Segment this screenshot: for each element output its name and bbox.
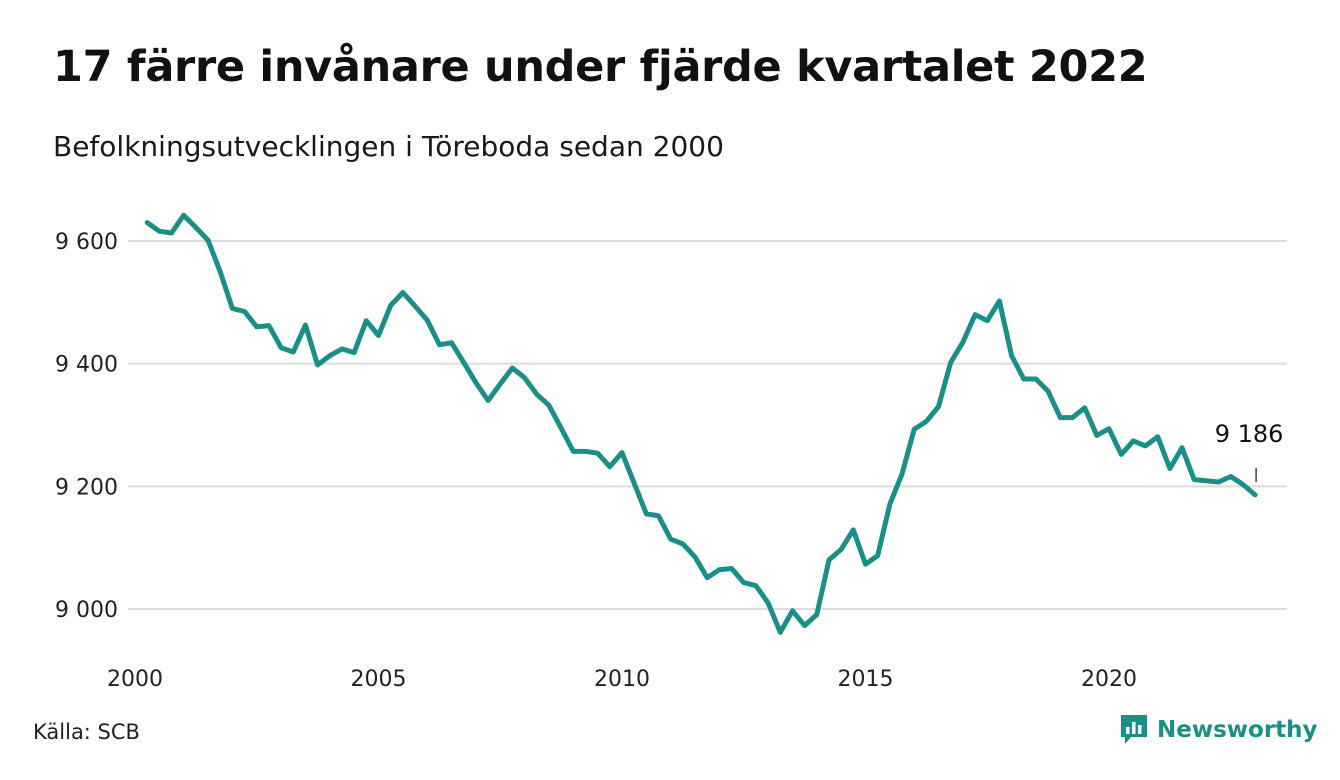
data-series bbox=[144, 212, 1258, 635]
y-tick-label: 9 000 bbox=[55, 598, 118, 623]
chart-subtitle: Befolkningsutvecklingen i Töreboda sedan… bbox=[53, 130, 724, 163]
x-tick-label: 2015 bbox=[838, 667, 894, 692]
y-tick-label: 9 400 bbox=[55, 353, 118, 378]
annotations: 9 186 bbox=[1215, 420, 1284, 482]
newsworthy-logo-icon bbox=[1121, 715, 1147, 744]
x-tick-label: 2020 bbox=[1081, 667, 1137, 692]
brand-name: Newsworthy bbox=[1157, 717, 1318, 743]
x-tick-label: 2000 bbox=[107, 667, 163, 692]
y-tick-label: 9 200 bbox=[55, 475, 118, 500]
brand-logo[interactable]: Newsworthy bbox=[1119, 713, 1318, 747]
y-tick-label: 9 600 bbox=[55, 230, 118, 255]
x-tick-label: 2005 bbox=[351, 667, 407, 692]
annotation-label: 9 186 bbox=[1215, 420, 1284, 448]
chart-title: 17 färre invånare under fjärde kvartalet… bbox=[53, 42, 1148, 92]
source-note: Källa: SCB bbox=[33, 720, 140, 744]
x-axis-ticks: 2000 2005 2010 2015 2020 bbox=[107, 667, 1137, 692]
x-tick-label: 2010 bbox=[594, 667, 650, 692]
series-line-0 bbox=[144, 212, 1258, 635]
y-axis-ticks: 9 000 9 200 9 400 9 600 bbox=[55, 230, 118, 623]
grid-lines bbox=[128, 240, 1287, 610]
